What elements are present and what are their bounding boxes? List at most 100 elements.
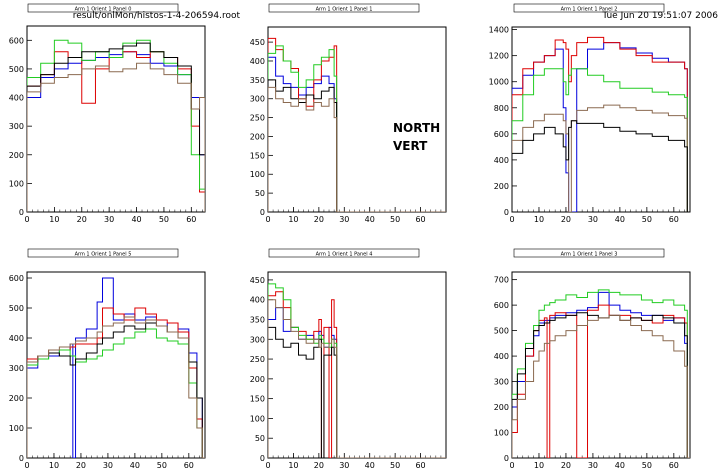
x-tick-label: 30 bbox=[339, 215, 349, 224]
y-tick-label: 250 bbox=[250, 355, 265, 364]
x-tick-label: 0 bbox=[509, 215, 514, 224]
histogram-series-blue bbox=[27, 51, 205, 212]
histogram-series-black bbox=[27, 42, 205, 212]
x-tick-label: 0 bbox=[24, 215, 29, 224]
x-tick-label: 0 bbox=[24, 461, 29, 469]
panel-title: Arm 1 Orient 1 Panel 0 bbox=[75, 6, 132, 12]
x-tick-label: 20 bbox=[77, 215, 87, 224]
histogram-series-red bbox=[512, 36, 690, 212]
y-tick-label: 0 bbox=[504, 454, 509, 463]
histogram-series-brown bbox=[268, 86, 446, 212]
histogram-series-brown bbox=[268, 299, 446, 458]
y-tick-label: 500 bbox=[494, 327, 509, 336]
panel-title-box bbox=[27, 248, 179, 258]
x-tick-label: 60 bbox=[184, 461, 194, 469]
x-tick-label: 10 bbox=[49, 461, 59, 469]
x-tick-label: 50 bbox=[157, 461, 167, 469]
plot-frame bbox=[26, 25, 206, 213]
histogram-series-green bbox=[268, 45, 446, 212]
y-tick-label: 300 bbox=[494, 378, 509, 387]
histogram-series-green bbox=[512, 68, 690, 212]
histogram-series-black bbox=[512, 120, 690, 212]
histogram-series-red bbox=[27, 307, 205, 458]
x-tick-label: 0 bbox=[265, 461, 270, 469]
x-tick-label: 20 bbox=[561, 215, 571, 224]
x-tick-label: 60 bbox=[186, 215, 196, 224]
x-tick-label: 30 bbox=[588, 215, 598, 224]
histogram-series-blue bbox=[512, 42, 690, 212]
y-tick-label: 1000 bbox=[489, 78, 509, 87]
x-tick-label: 50 bbox=[159, 215, 169, 224]
y-tick-label: 250 bbox=[250, 114, 265, 123]
y-tick-label: 0 bbox=[19, 208, 24, 217]
y-tick-label: 300 bbox=[250, 335, 265, 344]
x-tick-label: 30 bbox=[103, 461, 113, 469]
y-tick-label: 600 bbox=[9, 36, 24, 45]
y-tick-label: 500 bbox=[9, 304, 24, 313]
y-tick-label: 400 bbox=[494, 352, 509, 361]
y-tick-label: 200 bbox=[250, 375, 265, 384]
histogram-series-green bbox=[27, 328, 205, 458]
annotation-vert: VERT bbox=[393, 139, 428, 153]
x-tick-label: 30 bbox=[339, 461, 349, 469]
y-tick-label: 100 bbox=[250, 170, 265, 179]
histogram-series-blue bbox=[27, 277, 205, 458]
x-tick-label: 10 bbox=[534, 461, 544, 469]
y-tick-label: 400 bbox=[9, 334, 24, 343]
x-tick-label: 30 bbox=[104, 215, 114, 224]
y-tick-label: 1200 bbox=[489, 52, 509, 61]
y-tick-label: 400 bbox=[9, 94, 24, 103]
plot-frame bbox=[267, 271, 447, 459]
x-tick-label: 10 bbox=[288, 215, 298, 224]
y-tick-label: 300 bbox=[250, 95, 265, 104]
x-tick-label: 60 bbox=[415, 215, 425, 224]
y-tick-label: 0 bbox=[504, 208, 509, 217]
annotation-north: NORTH bbox=[393, 121, 440, 135]
y-tick-label: 1400 bbox=[489, 26, 509, 35]
plot-frame bbox=[267, 26, 447, 213]
y-tick-label: 200 bbox=[250, 132, 265, 141]
x-tick-label: 40 bbox=[365, 215, 375, 224]
histogram-panel: Arm 1 Orient 1 Panel 1 0 10 20 30 40 50 60 0 50 10… bbox=[250, 3, 447, 224]
panel-title-box bbox=[27, 3, 179, 13]
y-tick-label: 150 bbox=[250, 395, 265, 404]
histogram-series-red bbox=[27, 51, 205, 212]
y-tick-label: 100 bbox=[250, 414, 265, 423]
y-tick-label: 100 bbox=[9, 424, 24, 433]
x-tick-label: 20 bbox=[314, 215, 324, 224]
histogram-series-brown bbox=[27, 316, 205, 458]
x-tick-label: 40 bbox=[615, 461, 625, 469]
y-tick-label: 600 bbox=[494, 301, 509, 310]
histogram-series-black bbox=[512, 312, 690, 458]
y-tick-label: 0 bbox=[19, 454, 24, 463]
y-tick-label: 600 bbox=[494, 130, 509, 139]
file-path: result/onlMon/histos-1-4-206594.root bbox=[73, 11, 241, 21]
x-tick-label: 50 bbox=[390, 215, 400, 224]
y-tick-label: 350 bbox=[250, 315, 265, 324]
y-tick-label: 50 bbox=[255, 434, 265, 443]
panel-title: Arm 1 Orient 1 Panel 5 bbox=[75, 251, 132, 257]
y-tick-label: 100 bbox=[494, 429, 509, 438]
y-tick-label: 150 bbox=[250, 151, 265, 160]
x-tick-label: 10 bbox=[534, 215, 544, 224]
y-tick-label: 450 bbox=[250, 276, 265, 285]
y-tick-label: 700 bbox=[494, 276, 509, 285]
histogram-series-black bbox=[268, 326, 446, 458]
y-tick-label: 50 bbox=[255, 189, 265, 198]
x-tick-label: 50 bbox=[390, 461, 400, 469]
y-tick-label: 600 bbox=[9, 274, 24, 283]
x-tick-label: 50 bbox=[642, 215, 652, 224]
histogram-series-red bbox=[268, 291, 446, 458]
panel-title: Arm 1 Orient 1 Panel 2 bbox=[561, 6, 618, 12]
x-tick-label: 60 bbox=[415, 461, 425, 469]
y-tick-label: 400 bbox=[250, 296, 265, 305]
y-tick-label: 800 bbox=[494, 104, 509, 113]
y-tick-label: 200 bbox=[9, 151, 24, 160]
panel-title-box bbox=[268, 3, 420, 13]
x-tick-label: 0 bbox=[265, 215, 270, 224]
x-tick-label: 10 bbox=[288, 461, 298, 469]
panel-title: Arm 1 Orient 1 Panel 4 bbox=[316, 251, 373, 257]
panel-title: Arm 1 Orient 1 Panel 1 bbox=[316, 6, 373, 12]
histogram-series-brown bbox=[512, 104, 690, 212]
histogram-series-black bbox=[268, 79, 446, 212]
